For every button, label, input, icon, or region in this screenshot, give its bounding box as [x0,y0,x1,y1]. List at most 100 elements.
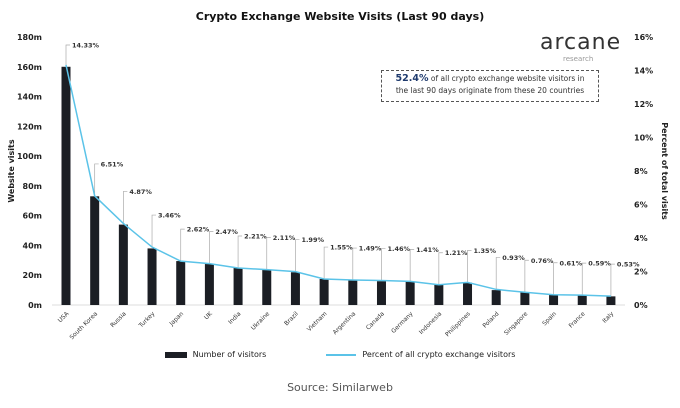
data-label-leader [65,44,70,65]
y2-tick-label: 2% [634,268,648,277]
data-label: 1.21% [445,249,468,257]
y2-tick-label: 4% [634,234,648,243]
bar-russia [118,224,128,305]
x-tick-label: Germany [390,310,415,335]
legend-swatch-line [326,353,357,356]
y-tick-label: 180m [17,33,42,42]
bar-italy [606,296,616,305]
y-axis-title: Website visits [7,139,16,203]
x-tick-label: India [227,310,243,326]
data-label: 1.41% [416,246,439,254]
data-label-leader [209,231,214,264]
bar-turkey [147,248,157,305]
y-tick-label: 80m [23,182,42,191]
bar-canada [376,281,386,305]
data-label: 1.55% [330,244,353,252]
data-label-leader [123,191,128,224]
bar-philippines [463,282,473,305]
data-label-leader [352,247,357,281]
y-tick-label: 120m [17,122,42,131]
x-tick-label: South Korea [68,310,99,341]
x-tick-label: Indonesia [418,310,444,336]
x-tick-label: France [568,310,587,329]
chart-title: Crypto Exchange Website Visits (Last 90 … [195,10,485,23]
x-tick-label: Poland [482,310,501,329]
legend-swatch-bar [164,351,187,358]
annotation-box: 52.4% of all crypto exchange website vis… [381,70,599,102]
legend-label: Number of visitors [192,350,267,359]
legend: Number of visitors Percent of all crypto… [0,350,680,359]
data-label-leader [524,259,529,293]
data-label: 4.87% [129,188,152,196]
y-tick-label: 20m [23,271,42,280]
y-tick-label: 160m [17,63,42,72]
annotation-text-1: of all crypto exchange website visitors … [428,74,585,83]
y2-tick-label: 16% [634,33,653,42]
data-label-leader [295,239,300,272]
x-tick-label: Vietnam [306,310,329,333]
y-tick-label: 140m [17,93,42,102]
bar-japan [176,261,186,305]
y2-tick-label: 12% [634,100,653,109]
bar-india [233,267,243,305]
x-tick-label: Turkey [137,310,157,330]
data-label: 0.59% [588,260,611,268]
x-tick-label: Japan [168,310,186,328]
data-label: 6.51% [101,160,124,168]
data-label: 1.46% [387,245,410,253]
data-label: 2.11% [273,234,296,242]
y2-axis-title: Percent of total visits [660,122,669,220]
annotation-highlight: 52.4% [395,73,429,84]
bar-brazil [290,272,300,305]
y2-tick-label: 10% [634,134,653,143]
source-text: Source: Similarweb [287,381,393,394]
y2-tick-label: 6% [634,201,648,210]
arcane-logo-sub: research [563,55,594,63]
x-tick-label: UK [203,310,215,322]
percent-line [65,64,611,297]
bar-germany [405,281,415,305]
bar-south-korea [90,196,100,305]
x-tick-label: Italy [601,310,615,324]
x-tick-label: Russia [109,310,128,329]
bar-singapore [520,292,530,305]
bar-indonesia [434,284,444,305]
data-label: 0.76% [531,257,554,265]
arcane-logo: arcane [540,30,622,55]
x-tick-label: Philippines [444,310,472,338]
bar-argentina [348,280,358,305]
data-label-leader [266,237,271,270]
y-tick-label: 40m [23,241,42,250]
data-label: 0.61% [560,259,583,267]
legend-item-percent: Percent of all crypto exchange visitors [326,350,515,359]
legend-label: Percent of all crypto exchange visitors [362,350,516,359]
bar-vietnam [319,278,329,305]
x-tick-label: Ukraine [250,310,272,332]
data-label-leader [237,235,243,268]
data-label-leader [553,262,558,295]
plot-area: 0m 20m 40m 60m 80m 100m 120m 140m 160m 180m 0% 2% 4%… [7,33,669,341]
data-label-leader [409,249,415,282]
data-label-leader [581,262,587,296]
legend-item-visitors: Number of visitors [164,350,267,359]
data-label: 1.49% [359,245,382,253]
data-label-leader [323,246,329,280]
data-label-leader [180,228,185,262]
bar-spain [549,295,559,305]
y2-tick-label: 8% [634,167,648,176]
data-label: 2.62% [187,226,210,234]
x-tick-label: USA [57,310,71,324]
y-tick-label: 0m [28,301,42,310]
y-tick-label: 100m [17,152,42,161]
data-label: 1.99% [301,236,324,244]
bar-poland [491,290,501,305]
data-label: 2.21% [244,232,267,240]
data-label: 0.53% [617,261,640,269]
data-label-leader [610,263,615,297]
data-label-leader [94,163,99,196]
y-tick-label: 60m [23,212,42,221]
data-label: 3.46% [158,212,181,220]
bar-france [577,295,587,305]
x-tick-label: Brazil [283,310,300,327]
